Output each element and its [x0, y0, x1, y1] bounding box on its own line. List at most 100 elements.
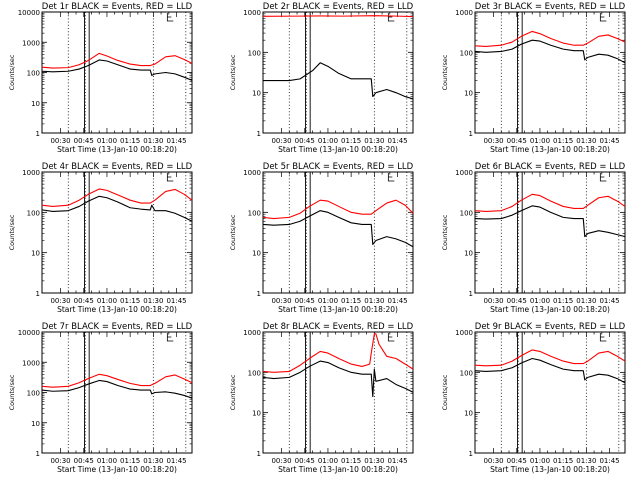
chart-title: Det 8r BLACK = Events, RED = LLD [263, 322, 414, 332]
x-tick-label: 00:45 [295, 457, 315, 465]
x-axis-label: Start Time (13-Jan-10 00:18:20) [490, 465, 610, 474]
chart-title: Det 2r BLACK = Events, RED = LLD [263, 2, 414, 12]
x-tick-label: 01:00 [530, 457, 550, 465]
chart-panel-7: Det 7r BLACK = Events, RED = LLD 1 10 100 10… [8, 322, 193, 474]
y-axis-label: Counts/sec [229, 54, 237, 90]
x-tick-label: 01:15 [553, 457, 573, 465]
x-tick-label: 00:45 [74, 137, 94, 145]
x-axis-label: Start Time (13-Jan-10 00:18:20) [57, 145, 177, 154]
x-tick-label: 01:45 [166, 297, 186, 305]
x-axis-label: Start Time (13-Jan-10 00:18:20) [278, 465, 398, 474]
events-rate-line [474, 205, 626, 238]
x-tick-label: 01:15 [553, 137, 573, 145]
x-tick-label: 01:30 [143, 297, 163, 305]
events-rate-line [41, 59, 193, 81]
plot-frame [41, 11, 193, 134]
plot-frame [474, 331, 626, 454]
x-tick-label: 01:15 [120, 457, 140, 465]
x-tick-label: 01:00 [530, 297, 550, 305]
y-tick-label: 10 [464, 90, 473, 98]
chart-title: Det 9r BLACK = Events, RED = LLD [475, 322, 626, 332]
x-tick-label: 01:00 [318, 297, 338, 305]
chart-panel-1: Det 1r BLACK = Events, RED = LLD 1 10 100 10… [8, 2, 193, 154]
x-tick-label: 01:45 [166, 457, 186, 465]
x-tick-label: 01:30 [143, 457, 163, 465]
y-tick-label: 1 [257, 450, 261, 458]
x-tick-label: 01:45 [387, 297, 407, 305]
x-tick-label: 00:30 [271, 137, 291, 145]
y-tick-label: 10000 [18, 329, 40, 337]
chart-title: Det 6r BLACK = Events, RED = LLD [475, 162, 626, 172]
chart-title: Det 3r BLACK = Events, RED = LLD [475, 2, 626, 12]
events-rate-line [262, 360, 414, 398]
x-tick-label: 00:30 [483, 457, 503, 465]
x-tick-label: 00:30 [271, 457, 291, 465]
y-tick-label: 1000 [455, 9, 473, 17]
y-tick-label: 1000 [243, 9, 261, 17]
x-tick-label: 01:15 [341, 297, 361, 305]
y-tick-label: 1000 [455, 329, 473, 337]
plot-frame [474, 171, 626, 294]
chart-panel-9: Det 9r BLACK = Events, RED = LLD 1 10 100 10… [441, 322, 626, 474]
events-rate-line [262, 210, 414, 248]
y-tick-label: 1000 [243, 169, 261, 177]
lld-rate-line [262, 199, 414, 220]
x-tick-label: 01:45 [599, 297, 619, 305]
x-tick-label: 00:30 [483, 297, 503, 305]
plot-frame [262, 11, 414, 134]
x-axis-label: Start Time (13-Jan-10 00:18:20) [57, 305, 177, 314]
x-tick-label: 01:30 [364, 297, 384, 305]
y-tick-label: 100 [248, 369, 261, 377]
x-tick-label: 00:45 [507, 297, 527, 305]
x-tick-label: 01:00 [97, 297, 117, 305]
y-tick-label: 1000 [243, 329, 261, 337]
y-tick-label: 1000 [455, 169, 473, 177]
x-tick-label: 01:30 [364, 457, 384, 465]
y-tick-label: 1 [257, 130, 261, 138]
lld-rate-line [474, 193, 626, 213]
y-tick-label: 1 [36, 290, 40, 298]
chart-panel-6: Det 6r BLACK = Events, RED = LLD 1 10 100 10… [441, 162, 626, 314]
bracket-marker [166, 333, 174, 342]
y-tick-label: 1 [257, 290, 261, 298]
chart-panel-8: Det 8r BLACK = Events, RED = LLD 1 10 100 10… [229, 322, 414, 474]
x-axis-label: Start Time (13-Jan-10 00:18:20) [490, 305, 610, 314]
chart-panel-4: Det 4r BLACK = Events, RED = LLD 1 10 100 10… [8, 162, 193, 314]
plot-frame [41, 171, 193, 294]
y-tick-label: 1000 [22, 359, 40, 367]
lld-rate-line [41, 188, 193, 207]
x-tick-label: 01:45 [387, 457, 407, 465]
y-tick-label: 10 [31, 250, 40, 258]
lld-rate-line [41, 52, 193, 69]
y-tick-label: 1000 [22, 39, 40, 47]
y-tick-label: 1 [469, 290, 473, 298]
y-tick-label: 10 [252, 90, 261, 98]
plot-frame [262, 331, 414, 454]
bracket-marker [387, 173, 395, 182]
y-tick-label: 100 [27, 70, 40, 78]
chart-title: Det 4r BLACK = Events, RED = LLD [42, 162, 193, 172]
x-tick-label: 00:30 [271, 297, 291, 305]
y-tick-label: 100 [460, 209, 473, 217]
x-tick-label: 00:45 [74, 457, 94, 465]
y-tick-label: 10 [31, 100, 40, 108]
bracket-marker [387, 13, 395, 22]
y-tick-label: 1 [469, 450, 473, 458]
lld-rate-line [474, 349, 626, 367]
x-axis-label: Start Time (13-Jan-10 00:18:20) [57, 465, 177, 474]
y-tick-label: 1 [36, 450, 40, 458]
events-rate-line [263, 62, 414, 100]
y-axis-label: Counts/sec [441, 374, 449, 410]
x-tick-label: 01:15 [341, 457, 361, 465]
x-tick-label: 00:30 [50, 137, 70, 145]
x-axis-label: Start Time (13-Jan-10 00:18:20) [490, 145, 610, 154]
y-tick-label: 10 [252, 250, 261, 258]
x-tick-label: 01:45 [166, 137, 186, 145]
x-axis-label: Start Time (13-Jan-10 00:18:20) [278, 145, 398, 154]
events-rate-line [41, 379, 193, 399]
x-tick-label: 01:00 [97, 457, 117, 465]
y-tick-label: 10 [31, 420, 40, 428]
y-axis-label: Counts/sec [441, 54, 449, 90]
bracket-marker [599, 333, 607, 342]
x-tick-label: 00:45 [74, 297, 94, 305]
